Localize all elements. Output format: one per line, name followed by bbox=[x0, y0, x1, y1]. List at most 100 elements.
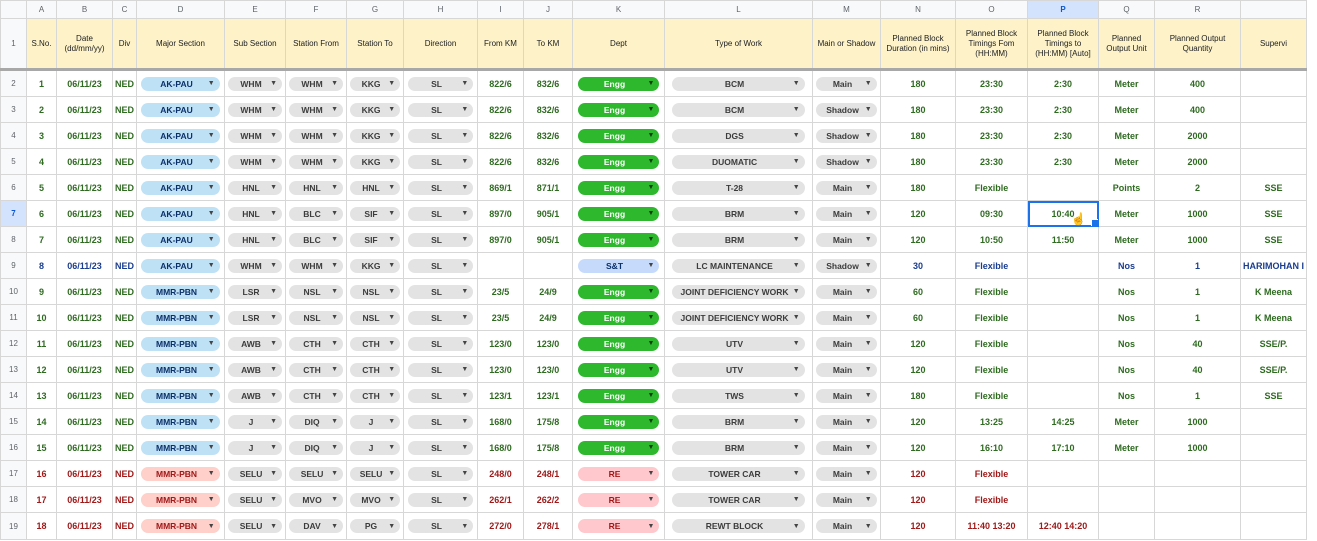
cell-sno[interactable]: 12 bbox=[26, 356, 57, 383]
type-of-work-dropdown[interactable]: BRM ▼ bbox=[672, 440, 805, 455]
main-or-shadow-dropdown[interactable]: Shadow ▼ bbox=[816, 258, 877, 273]
cell-timing-from[interactable]: 23:30 bbox=[955, 148, 1028, 175]
cell-to-km[interactable]: 832/6 bbox=[523, 148, 573, 175]
sub-section-dropdown[interactable]: LSR ▼ bbox=[228, 310, 282, 325]
cell-station-to[interactable]: J ▼ bbox=[346, 434, 404, 461]
cell-station-from[interactable]: WHM ▼ bbox=[285, 122, 347, 149]
type-of-work-dropdown[interactable]: BCM ▼ bbox=[672, 102, 805, 117]
sub-section-dropdown[interactable]: HNL ▼ bbox=[228, 180, 282, 195]
column-header-f[interactable]: F bbox=[285, 0, 347, 19]
cell-block-duration[interactable]: 120 bbox=[880, 512, 956, 540]
cell-supervisor[interactable] bbox=[1240, 69, 1307, 97]
main-or-shadow-dropdown[interactable]: Main ▼ bbox=[816, 180, 877, 195]
row-number[interactable]: 11 bbox=[0, 304, 27, 331]
type-of-work-dropdown[interactable]: BCM ▼ bbox=[672, 76, 805, 91]
cell-to-km[interactable]: 24/9 bbox=[523, 278, 573, 305]
direction-dropdown[interactable]: SL ▼ bbox=[407, 466, 474, 481]
cell-to-km[interactable]: 123/1 bbox=[523, 382, 573, 409]
cell-output-quantity[interactable]: 1 bbox=[1154, 278, 1241, 305]
cell-station-from[interactable]: CTH ▼ bbox=[285, 382, 347, 409]
cell-timing-to[interactable] bbox=[1027, 382, 1099, 409]
cell-main-or-shadow[interactable]: Main ▼ bbox=[812, 486, 881, 513]
cell-div[interactable]: NED bbox=[112, 200, 137, 227]
cell-output-quantity[interactable]: 1000 bbox=[1154, 226, 1241, 253]
cell-station-from[interactable]: DAV ▼ bbox=[285, 512, 347, 540]
station-to-dropdown[interactable]: KKG ▼ bbox=[349, 154, 401, 169]
cell-from-km[interactable]: 262/1 bbox=[477, 486, 524, 513]
dept-dropdown[interactable]: Engg ▼ bbox=[577, 102, 660, 117]
cell-direction[interactable]: SL ▼ bbox=[403, 486, 478, 513]
cell-major-section[interactable]: AK-PAU ▼ bbox=[136, 200, 225, 227]
cell-type-of-work[interactable]: BRM ▼ bbox=[664, 200, 813, 227]
cell-type-of-work[interactable]: UTV ▼ bbox=[664, 356, 813, 383]
cell-supervisor[interactable] bbox=[1240, 122, 1307, 149]
main-or-shadow-dropdown[interactable]: Shadow ▼ bbox=[816, 128, 877, 143]
cell-type-of-work[interactable]: DUOMATIC ▼ bbox=[664, 148, 813, 175]
cell-station-to[interactable]: NSL ▼ bbox=[346, 304, 404, 331]
direction-dropdown[interactable]: SL ▼ bbox=[407, 414, 474, 429]
cell-station-from[interactable]: BLC ▼ bbox=[285, 200, 347, 227]
cell-output-unit[interactable]: Meter bbox=[1098, 434, 1155, 461]
header-station-from[interactable]: Station From bbox=[285, 18, 347, 71]
cell-date[interactable]: 06/11/23 bbox=[56, 330, 113, 357]
cell-supervisor[interactable] bbox=[1240, 434, 1307, 461]
cell-direction[interactable]: SL ▼ bbox=[403, 356, 478, 383]
cell-div[interactable]: NED bbox=[112, 304, 137, 331]
direction-dropdown[interactable]: SL ▼ bbox=[407, 336, 474, 351]
column-header-a[interactable]: A bbox=[26, 0, 57, 19]
cell-timing-to[interactable] bbox=[1027, 304, 1099, 331]
cell-div[interactable]: NED bbox=[112, 330, 137, 357]
cell-date[interactable]: 06/11/23 bbox=[56, 252, 113, 279]
type-of-work-dropdown[interactable]: UTV ▼ bbox=[672, 362, 805, 377]
row-number[interactable]: 3 bbox=[0, 96, 27, 123]
cell-dept[interactable]: Engg ▼ bbox=[572, 434, 665, 461]
cell-block-duration[interactable]: 120 bbox=[880, 486, 956, 513]
cell-output-quantity[interactable]: 2000 bbox=[1154, 148, 1241, 175]
major-section-dropdown[interactable]: AK-PAU ▼ bbox=[141, 154, 220, 169]
cell-supervisor[interactable]: SSE bbox=[1240, 174, 1307, 201]
cell-date[interactable]: 06/11/23 bbox=[56, 460, 113, 487]
cell-output-unit[interactable]: Meter bbox=[1098, 226, 1155, 253]
cell-dept[interactable]: Engg ▼ bbox=[572, 69, 665, 97]
major-section-dropdown[interactable]: AK-PAU ▼ bbox=[141, 128, 220, 143]
cell-sno[interactable]: 9 bbox=[26, 278, 57, 305]
sub-section-dropdown[interactable]: HNL ▼ bbox=[228, 206, 282, 221]
main-or-shadow-dropdown[interactable]: Main ▼ bbox=[816, 519, 877, 533]
type-of-work-dropdown[interactable]: BRM ▼ bbox=[672, 232, 805, 247]
major-section-dropdown[interactable]: MMR-PBN ▼ bbox=[141, 466, 220, 481]
cell-supervisor[interactable]: SSE/P. bbox=[1240, 330, 1307, 357]
station-to-dropdown[interactable]: CTH ▼ bbox=[349, 336, 401, 351]
station-to-dropdown[interactable]: KKG ▼ bbox=[349, 128, 401, 143]
cell-output-quantity[interactable]: 400 bbox=[1154, 96, 1241, 123]
cell-timing-to[interactable] bbox=[1027, 330, 1099, 357]
cell-station-from[interactable]: DIQ ▼ bbox=[285, 408, 347, 435]
major-section-dropdown[interactable]: AK-PAU ▼ bbox=[141, 232, 220, 247]
cell-output-unit[interactable]: Nos bbox=[1098, 356, 1155, 383]
station-to-dropdown[interactable]: SELU ▼ bbox=[349, 466, 401, 481]
major-section-dropdown[interactable]: MMR-PBN ▼ bbox=[141, 362, 220, 377]
cell-station-to[interactable]: HNL ▼ bbox=[346, 174, 404, 201]
column-header-m[interactable]: M bbox=[812, 0, 881, 19]
direction-dropdown[interactable]: SL ▼ bbox=[407, 76, 474, 91]
sub-section-dropdown[interactable]: SELU ▼ bbox=[228, 466, 282, 481]
sub-section-dropdown[interactable]: J ▼ bbox=[228, 414, 282, 429]
cell-output-quantity[interactable]: 1000 bbox=[1154, 408, 1241, 435]
cell-date[interactable]: 06/11/23 bbox=[56, 486, 113, 513]
cell-date[interactable]: 06/11/23 bbox=[56, 356, 113, 383]
cell-timing-to[interactable]: 14:25 bbox=[1027, 408, 1099, 435]
cell-date[interactable]: 06/11/23 bbox=[56, 512, 113, 540]
row-number[interactable]: 15 bbox=[0, 408, 27, 435]
cell-major-section[interactable]: MMR-PBN ▼ bbox=[136, 330, 225, 357]
main-or-shadow-dropdown[interactable]: Main ▼ bbox=[816, 232, 877, 247]
cell-output-unit[interactable]: Meter bbox=[1098, 148, 1155, 175]
cell-direction[interactable]: SL ▼ bbox=[403, 460, 478, 487]
cell-timing-from[interactable]: Flexible bbox=[955, 356, 1028, 383]
cell-output-unit[interactable]: Nos bbox=[1098, 304, 1155, 331]
sub-section-dropdown[interactable]: WHM ▼ bbox=[228, 154, 282, 169]
row-number[interactable]: 14 bbox=[0, 382, 27, 409]
sub-section-dropdown[interactable]: SELU ▼ bbox=[228, 519, 282, 533]
type-of-work-dropdown[interactable]: T-28 ▼ bbox=[672, 180, 805, 195]
cell-timing-to[interactable]: 2:30 bbox=[1027, 96, 1099, 123]
cell-from-km[interactable]: 123/0 bbox=[477, 356, 524, 383]
cell-major-section[interactable]: AK-PAU ▼ bbox=[136, 122, 225, 149]
